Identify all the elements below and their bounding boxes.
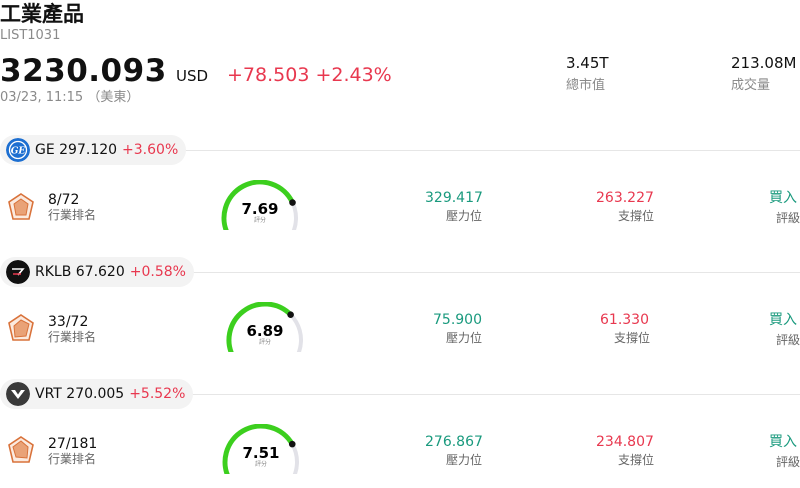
gauge-fill [222, 424, 295, 474]
score-gauge: 6.89 評分 [226, 302, 303, 352]
stock-change: +0.58% [129, 264, 186, 280]
index-price: 3230.093 [0, 53, 167, 89]
divider [0, 150, 800, 151]
stock-ticker: GE 297.120 [35, 142, 118, 158]
currency-label: USD [176, 67, 209, 85]
divider [0, 272, 800, 273]
ge-logo-icon: GE [6, 138, 30, 162]
support-value: 61.330 [600, 312, 649, 328]
gauge-marker [288, 440, 296, 448]
pentagon-radar-icon [8, 314, 34, 341]
market-cap-value: 3.45T [566, 54, 609, 72]
resistance-value: 276.867 [425, 434, 483, 450]
pentagon-radar-icon [8, 193, 34, 220]
market-cap-label: 總市值 [566, 78, 606, 93]
page-title: 工業產品 [0, 2, 84, 26]
resistance-label: 壓力位 [446, 209, 483, 223]
gauge-marker [289, 199, 296, 206]
score-value: 7.51 [242, 444, 279, 462]
rating-value: 買入 [769, 190, 797, 206]
support-label: 支撐位 [618, 453, 655, 467]
resistance-label: 壓力位 [446, 331, 483, 345]
volume-value: 213.08M [731, 54, 797, 72]
stock-chip-rklb[interactable]: RKLB 67.620 +0.58% [0, 257, 194, 287]
industry-rank-value: 33/72 [48, 314, 89, 330]
score-gauge: 7.69 評分 [221, 180, 298, 230]
timestamp: 03/23, 11:15 （美東） [0, 90, 140, 105]
stock-change: +5.52% [129, 386, 186, 402]
gauge-fill [226, 302, 294, 352]
support-value: 234.807 [596, 434, 654, 450]
support-label: 支撐位 [614, 331, 651, 345]
pentagon-radar-icon [8, 436, 34, 463]
industry-rank-value: 27/181 [48, 436, 98, 452]
rklb-logo-icon [6, 260, 30, 284]
rating-value: 買入 [769, 312, 797, 328]
rating-value: 買入 [769, 434, 797, 450]
rating-label: 評級 [776, 455, 800, 469]
gauge-marker [287, 311, 294, 318]
score-label: 評分 [259, 338, 271, 346]
stock-change: +3.60% [122, 142, 179, 158]
score-gauge: 7.51 評分 [222, 424, 299, 474]
index-code: LIST1031 [0, 28, 61, 43]
support-label: 支撐位 [618, 209, 655, 223]
resistance-value: 75.900 [433, 312, 482, 328]
support-value: 263.227 [596, 190, 654, 206]
industry-rank-label: 行業排名 [48, 330, 97, 344]
volume-label: 成交量 [731, 78, 771, 93]
stock-chip-ge[interactable]: GE GE 297.120 +3.60% [0, 135, 187, 165]
stock-chip-vrt[interactable]: VRT 270.005 +5.52% [0, 379, 194, 409]
industry-rank-label: 行業排名 [48, 208, 97, 222]
stock-ticker: VRT 270.005 [35, 386, 125, 402]
industry-rank-label: 行業排名 [48, 452, 97, 466]
resistance-value: 329.417 [425, 190, 483, 206]
svg-text:GE: GE [11, 147, 26, 157]
score-label: 評分 [254, 216, 266, 224]
score-value: 6.89 [246, 322, 283, 340]
industry-rank-value: 8/72 [48, 192, 80, 208]
index-change: +78.503 +2.43% [227, 64, 392, 86]
stock-ticker: RKLB 67.620 [35, 264, 125, 280]
resistance-label: 壓力位 [446, 453, 483, 467]
score-label: 評分 [255, 460, 267, 468]
gauge-fill [221, 180, 296, 230]
score-value: 7.69 [241, 200, 278, 218]
divider [0, 394, 800, 395]
rating-label: 評級 [776, 333, 800, 347]
rating-label: 評級 [776, 211, 800, 225]
vrt-logo-icon [6, 382, 30, 406]
